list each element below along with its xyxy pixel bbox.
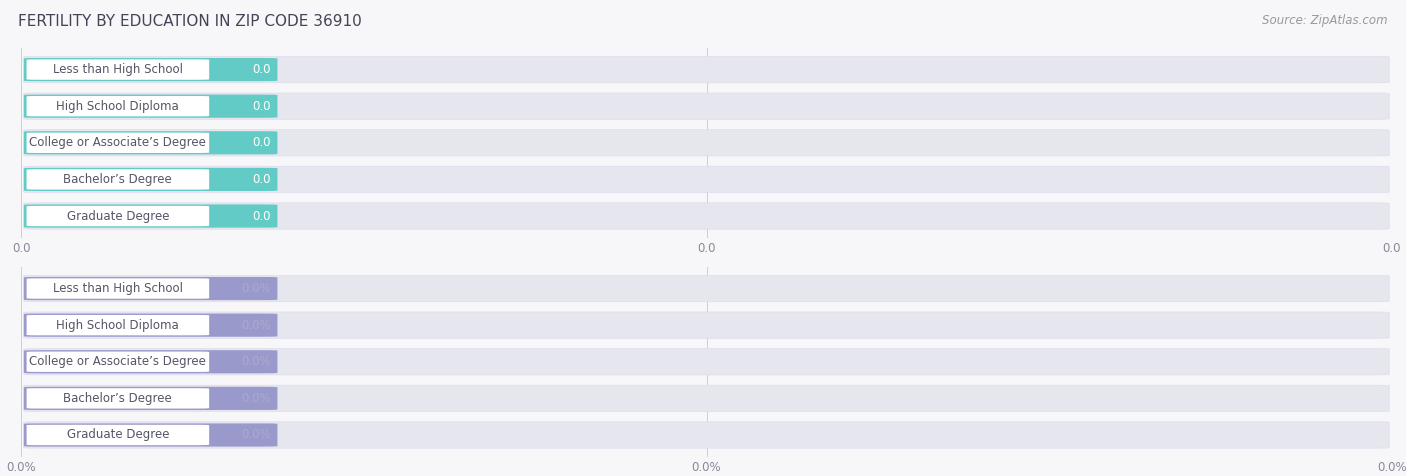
FancyBboxPatch shape: [27, 169, 209, 189]
FancyBboxPatch shape: [24, 131, 277, 154]
Text: 0.0: 0.0: [252, 173, 270, 186]
Text: High School Diploma: High School Diploma: [56, 99, 179, 113]
Text: 0.0%: 0.0%: [240, 392, 270, 405]
FancyBboxPatch shape: [24, 387, 277, 410]
Text: Bachelor’s Degree: Bachelor’s Degree: [63, 392, 173, 405]
FancyBboxPatch shape: [27, 315, 209, 336]
FancyBboxPatch shape: [24, 129, 1389, 156]
FancyBboxPatch shape: [24, 93, 1389, 119]
FancyBboxPatch shape: [24, 277, 277, 300]
FancyBboxPatch shape: [27, 60, 209, 80]
Text: Source: ZipAtlas.com: Source: ZipAtlas.com: [1263, 14, 1388, 27]
Text: Graduate Degree: Graduate Degree: [66, 209, 169, 223]
FancyBboxPatch shape: [27, 96, 209, 117]
FancyBboxPatch shape: [24, 166, 1389, 193]
Text: Bachelor’s Degree: Bachelor’s Degree: [63, 173, 173, 186]
FancyBboxPatch shape: [24, 58, 277, 81]
Text: 0.0: 0.0: [252, 63, 270, 76]
FancyBboxPatch shape: [24, 385, 1389, 412]
Text: 0.0: 0.0: [252, 136, 270, 149]
FancyBboxPatch shape: [24, 56, 1389, 83]
Text: 0.0%: 0.0%: [240, 318, 270, 332]
Text: Graduate Degree: Graduate Degree: [66, 428, 169, 442]
Text: High School Diploma: High School Diploma: [56, 318, 179, 332]
Text: FERTILITY BY EDUCATION IN ZIP CODE 36910: FERTILITY BY EDUCATION IN ZIP CODE 36910: [18, 14, 361, 30]
FancyBboxPatch shape: [24, 168, 277, 191]
Text: 0.0: 0.0: [252, 99, 270, 113]
FancyBboxPatch shape: [27, 206, 209, 226]
Text: College or Associate’s Degree: College or Associate’s Degree: [30, 136, 207, 149]
Text: 0.0: 0.0: [252, 209, 270, 223]
FancyBboxPatch shape: [24, 275, 1389, 302]
Text: 0.0%: 0.0%: [240, 355, 270, 368]
FancyBboxPatch shape: [24, 204, 277, 228]
FancyBboxPatch shape: [24, 350, 277, 373]
FancyBboxPatch shape: [24, 348, 1389, 375]
FancyBboxPatch shape: [27, 425, 209, 445]
FancyBboxPatch shape: [24, 422, 1389, 448]
Text: 0.0%: 0.0%: [240, 282, 270, 295]
FancyBboxPatch shape: [24, 314, 277, 337]
Text: 0.0%: 0.0%: [240, 428, 270, 442]
FancyBboxPatch shape: [24, 312, 1389, 338]
Text: Less than High School: Less than High School: [53, 63, 183, 76]
FancyBboxPatch shape: [27, 388, 209, 408]
FancyBboxPatch shape: [27, 352, 209, 372]
Text: College or Associate’s Degree: College or Associate’s Degree: [30, 355, 207, 368]
Text: Less than High School: Less than High School: [53, 282, 183, 295]
FancyBboxPatch shape: [27, 133, 209, 153]
FancyBboxPatch shape: [24, 95, 277, 118]
FancyBboxPatch shape: [24, 423, 277, 446]
FancyBboxPatch shape: [24, 203, 1389, 229]
FancyBboxPatch shape: [27, 278, 209, 299]
